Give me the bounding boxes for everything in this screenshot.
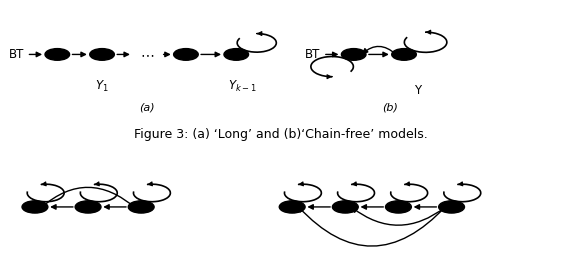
Circle shape: [439, 201, 464, 213]
Circle shape: [90, 49, 114, 60]
Text: $Y_1$: $Y_1$: [95, 79, 109, 94]
Circle shape: [174, 49, 198, 60]
Text: Y: Y: [414, 84, 422, 97]
Circle shape: [386, 201, 411, 213]
Circle shape: [392, 49, 416, 60]
Text: BT: BT: [305, 48, 320, 61]
Circle shape: [22, 201, 48, 213]
Text: BT: BT: [8, 48, 24, 61]
Text: $Y_{k-1}$: $Y_{k-1}$: [228, 79, 256, 94]
Circle shape: [279, 201, 305, 213]
Text: (b): (b): [382, 102, 398, 113]
Circle shape: [128, 201, 154, 213]
Text: $\cdots$: $\cdots$: [139, 47, 154, 61]
Circle shape: [332, 201, 358, 213]
Text: (a): (a): [139, 102, 155, 113]
Text: Figure 3: (a) ‘Long’ and (b)‘Chain-free’ models.: Figure 3: (a) ‘Long’ and (b)‘Chain-free’…: [134, 128, 428, 140]
Circle shape: [341, 49, 366, 60]
Circle shape: [224, 49, 248, 60]
Circle shape: [45, 49, 70, 60]
Circle shape: [75, 201, 101, 213]
